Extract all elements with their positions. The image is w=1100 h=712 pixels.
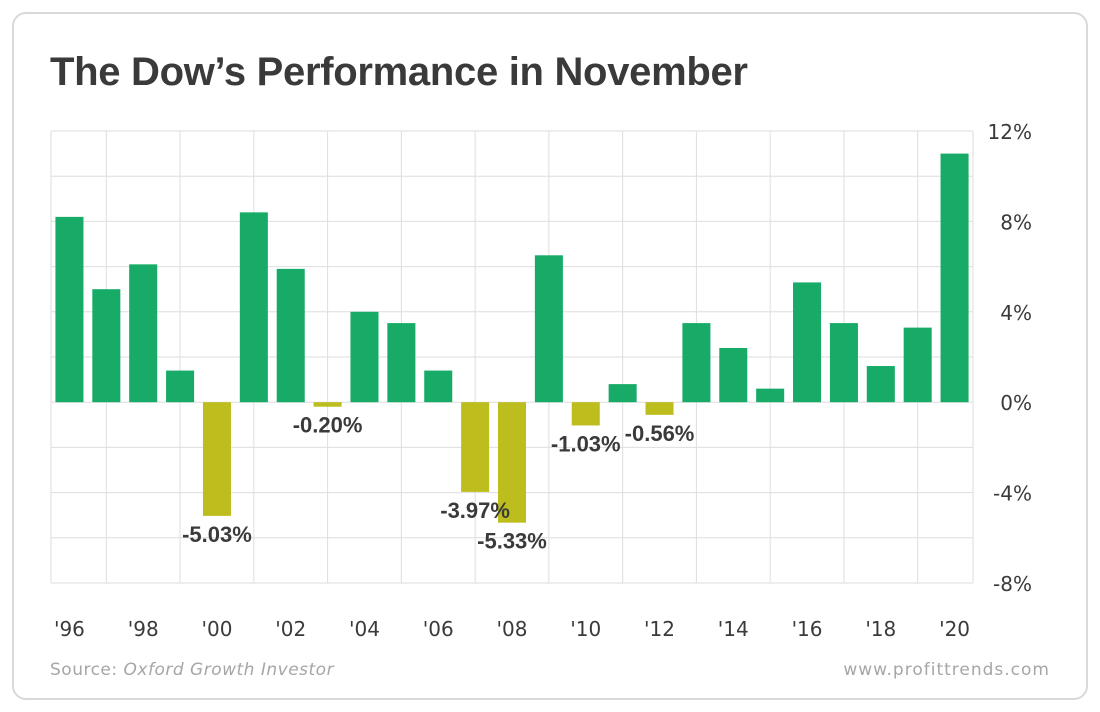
bar-2017: [829, 323, 858, 403]
y-tick-label: -4%: [993, 482, 1032, 506]
bar-2011: [608, 384, 637, 403]
data-label-2003: -0.20%: [293, 413, 363, 438]
data-label-2010: -1.03%: [551, 431, 621, 456]
y-tick-label: 8%: [1000, 210, 1032, 234]
y-tick-label: -8%: [993, 572, 1032, 596]
bar-2019: [903, 327, 932, 403]
x-tick-label: '14: [718, 617, 749, 641]
y-tick-label: 4%: [1000, 301, 1032, 325]
chart-title: The Dow’s Performance in November: [50, 50, 748, 94]
x-tick-label: '20: [939, 617, 970, 641]
bar-2006: [424, 370, 453, 403]
bar-1996: [55, 216, 84, 403]
bar-2016: [793, 282, 822, 403]
x-axis-ticks: '96 '98 '00 '02 '04 '06 '08 '10 '12 '14 '16 '18 '20: [54, 617, 970, 641]
data-label-2000: -5.03%: [182, 522, 252, 547]
data-labels-layer: -5.03% -0.20% -3.97% -5.33% -1.03% -0.56%: [182, 413, 694, 554]
data-label-2008: -5.33%: [477, 529, 547, 554]
bar-2005: [387, 323, 416, 403]
x-tick-label: '16: [792, 617, 823, 641]
x-tick-label: '00: [201, 617, 232, 641]
bar-2015: [756, 388, 785, 403]
x-tick-label: '04: [349, 617, 380, 641]
bar-2003: [313, 402, 342, 407]
bar-2007: [461, 402, 490, 492]
y-axis-ticks: 12% 8% 4% 0% -4% -8%: [988, 120, 1032, 596]
bar-1999: [166, 370, 195, 403]
bar-2002: [276, 268, 305, 403]
y-tick-label: 0%: [1000, 391, 1032, 415]
bar-2013: [682, 323, 711, 403]
x-tick-label: '10: [570, 617, 601, 641]
bar-2010: [571, 402, 600, 426]
data-label-2012: -0.56%: [625, 421, 695, 446]
x-tick-label: '08: [497, 617, 528, 641]
bar-2008: [497, 402, 527, 523]
bar-2000: [202, 402, 231, 516]
x-tick-label: '06: [423, 617, 454, 641]
website-link[interactable]: www.profittrends.com: [843, 660, 1050, 680]
bar-2009: [534, 255, 563, 403]
source-prefix: Source:: [50, 660, 124, 680]
x-tick-label: '98: [128, 617, 159, 641]
bar-2001: [239, 212, 268, 403]
x-tick-label: '02: [275, 617, 306, 641]
bar-1998: [129, 264, 158, 403]
x-tick-label: '12: [644, 617, 675, 641]
source-name: Oxford Growth Investor: [123, 660, 335, 680]
bar-2014: [719, 347, 748, 403]
bars-layer: [55, 153, 969, 523]
bar-1997: [92, 289, 121, 403]
bar-2004: [350, 311, 379, 403]
source-note: Source: Oxford Growth Investor: [50, 660, 334, 680]
x-tick-label: '96: [54, 617, 85, 641]
bar-2012: [645, 402, 674, 415]
data-label-2007: -3.97%: [440, 498, 510, 523]
bar-2018: [866, 366, 895, 403]
bar-2020: [940, 153, 969, 403]
x-tick-label: '18: [865, 617, 896, 641]
y-tick-label: 12%: [988, 120, 1032, 144]
